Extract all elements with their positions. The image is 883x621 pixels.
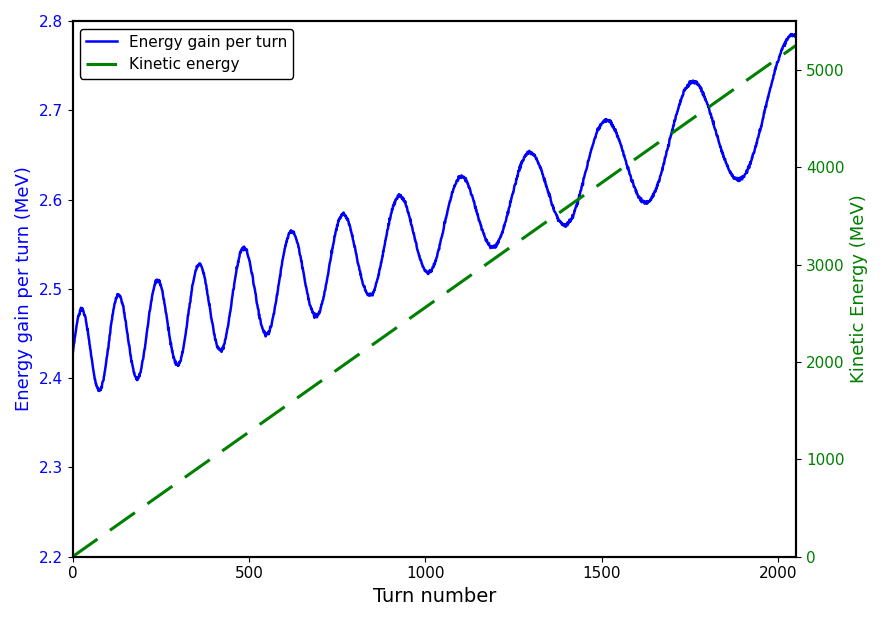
Kinetic energy <box>727 87 737 94</box>
Y-axis label: Energy gain per turn (MeV): Energy gain per turn (MeV) <box>15 166 33 411</box>
Energy gain per turn <box>786 30 796 38</box>
Energy gain per turn <box>67 350 78 358</box>
Energy gain per turn <box>217 345 228 353</box>
Kinetic energy <box>558 206 569 214</box>
Energy gain per turn <box>132 376 143 383</box>
Kinetic energy <box>197 461 208 469</box>
Y-axis label: Kinetic Energy (MeV): Kinetic Energy (MeV) <box>850 194 868 383</box>
Line: Kinetic energy: Kinetic energy <box>72 45 796 556</box>
Kinetic energy <box>791 42 802 49</box>
Energy gain per turn <box>397 196 408 204</box>
Energy gain per turn <box>313 311 323 319</box>
Energy gain per turn <box>380 237 390 244</box>
Legend: Energy gain per turn, Kinetic energy: Energy gain per turn, Kinetic energy <box>80 29 293 78</box>
Kinetic energy <box>366 342 376 350</box>
Line: Energy gain per turn: Energy gain per turn <box>72 34 796 391</box>
Energy gain per turn <box>458 174 469 181</box>
Kinetic energy <box>67 553 78 560</box>
Kinetic energy <box>227 440 238 448</box>
Energy gain per turn <box>791 34 802 41</box>
Kinetic energy <box>691 112 702 119</box>
X-axis label: Turn number: Turn number <box>373 587 496 606</box>
Energy gain per turn <box>94 388 105 395</box>
